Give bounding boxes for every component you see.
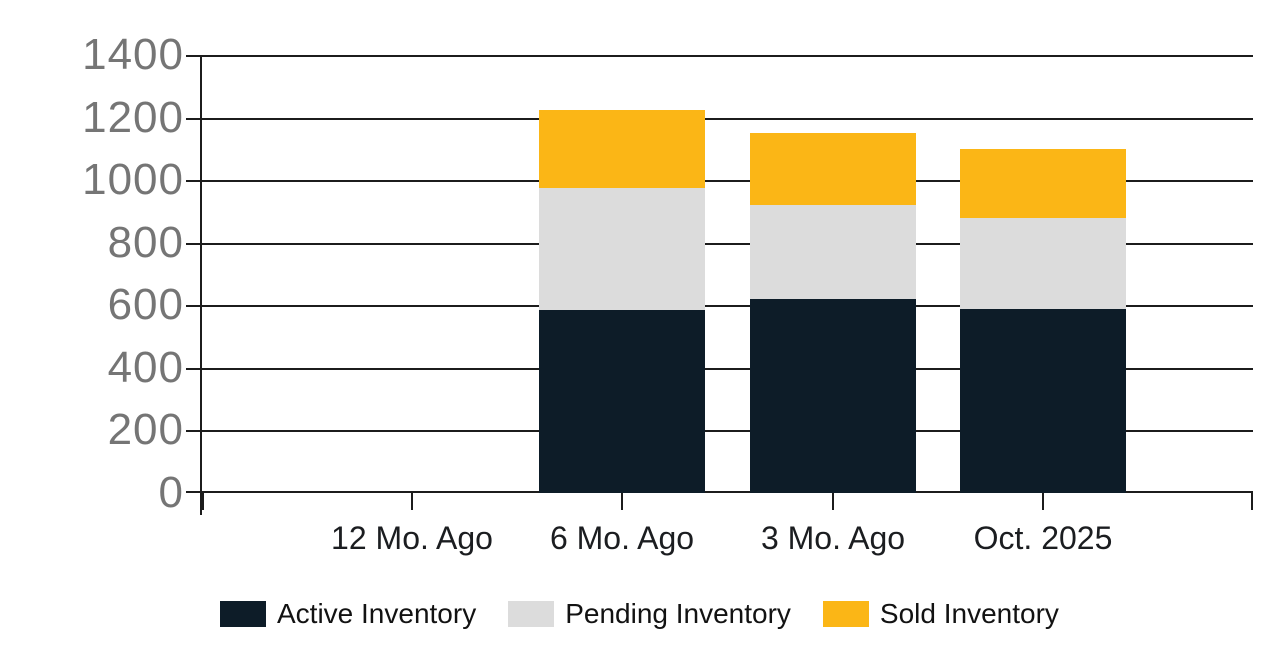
y-axis-label: 1200	[82, 93, 184, 142]
x-axis-label: Oct. 2025	[973, 520, 1113, 556]
x-axis-label: 6 Mo. Ago	[549, 520, 695, 556]
gridline-600	[202, 305, 1253, 307]
gridline-400	[202, 368, 1253, 370]
bar-segment-pending-inventory	[750, 205, 916, 299]
gridline-1000	[202, 180, 1253, 182]
y-axis-tick	[186, 491, 202, 493]
gridline-1200	[202, 118, 1253, 120]
bar-segment-pending-inventory	[960, 218, 1126, 309]
x-axis-tick	[832, 492, 834, 510]
y-axis-label: 600	[107, 280, 184, 329]
legend-swatch-sold-inventory	[822, 601, 869, 627]
legend-label: Sold Inventory	[879, 598, 1059, 629]
x-axis-tick	[1042, 492, 1044, 510]
legend-item-sold-inventory: Sold Inventory	[822, 598, 1059, 630]
y-axis-tick	[186, 118, 202, 120]
y-axis-label: 1000	[82, 155, 184, 204]
x-axis-tick	[411, 492, 413, 510]
bar-segment-sold-inventory	[960, 149, 1126, 218]
gridline-0	[202, 491, 1253, 493]
legend: Active Inventory Pending Inventory Sold In…	[220, 598, 1059, 630]
bar-segment-active-inventory	[750, 299, 916, 493]
legend-label: Pending Inventory	[565, 598, 791, 629]
y-axis-label: 800	[107, 218, 184, 267]
legend-label: Active Inventory	[277, 598, 477, 629]
y-axis-tick	[186, 368, 202, 370]
x-axis-tick	[621, 492, 623, 510]
y-axis-label: 400	[107, 343, 184, 392]
y-axis-tick	[186, 430, 202, 432]
x-axis-label: 3 Mo. Ago	[760, 520, 906, 556]
y-axis-label: 200	[107, 405, 184, 454]
x-axis-tick	[202, 492, 204, 510]
gridline-200	[202, 430, 1253, 432]
legend-swatch-pending-inventory	[508, 601, 555, 627]
legend-item-active-inventory: Active Inventory	[220, 598, 476, 630]
x-axis-tick	[1251, 492, 1253, 510]
y-axis-label: 1400	[82, 30, 184, 79]
y-axis-tick	[186, 180, 202, 182]
y-axis-tick	[186, 55, 202, 57]
bar-segment-sold-inventory	[750, 133, 916, 205]
plot-area	[186, 55, 1253, 515]
y-axis-tick	[186, 305, 202, 307]
legend-swatch-active-inventory	[220, 601, 266, 627]
y-axis-label: 0	[158, 468, 184, 517]
bar-segment-pending-inventory	[539, 188, 705, 310]
gridline-800	[202, 243, 1253, 245]
y-axis-line	[200, 55, 202, 515]
bar-segment-active-inventory	[539, 310, 705, 493]
bar-segment-sold-inventory	[539, 110, 705, 188]
x-axis-label: 12 Mo. Ago	[331, 520, 493, 556]
bar-segment-active-inventory	[960, 308, 1126, 493]
legend-item-pending-inventory: Pending Inventory	[508, 598, 791, 630]
y-axis-tick	[186, 243, 202, 245]
gridline-1400	[202, 55, 1253, 57]
